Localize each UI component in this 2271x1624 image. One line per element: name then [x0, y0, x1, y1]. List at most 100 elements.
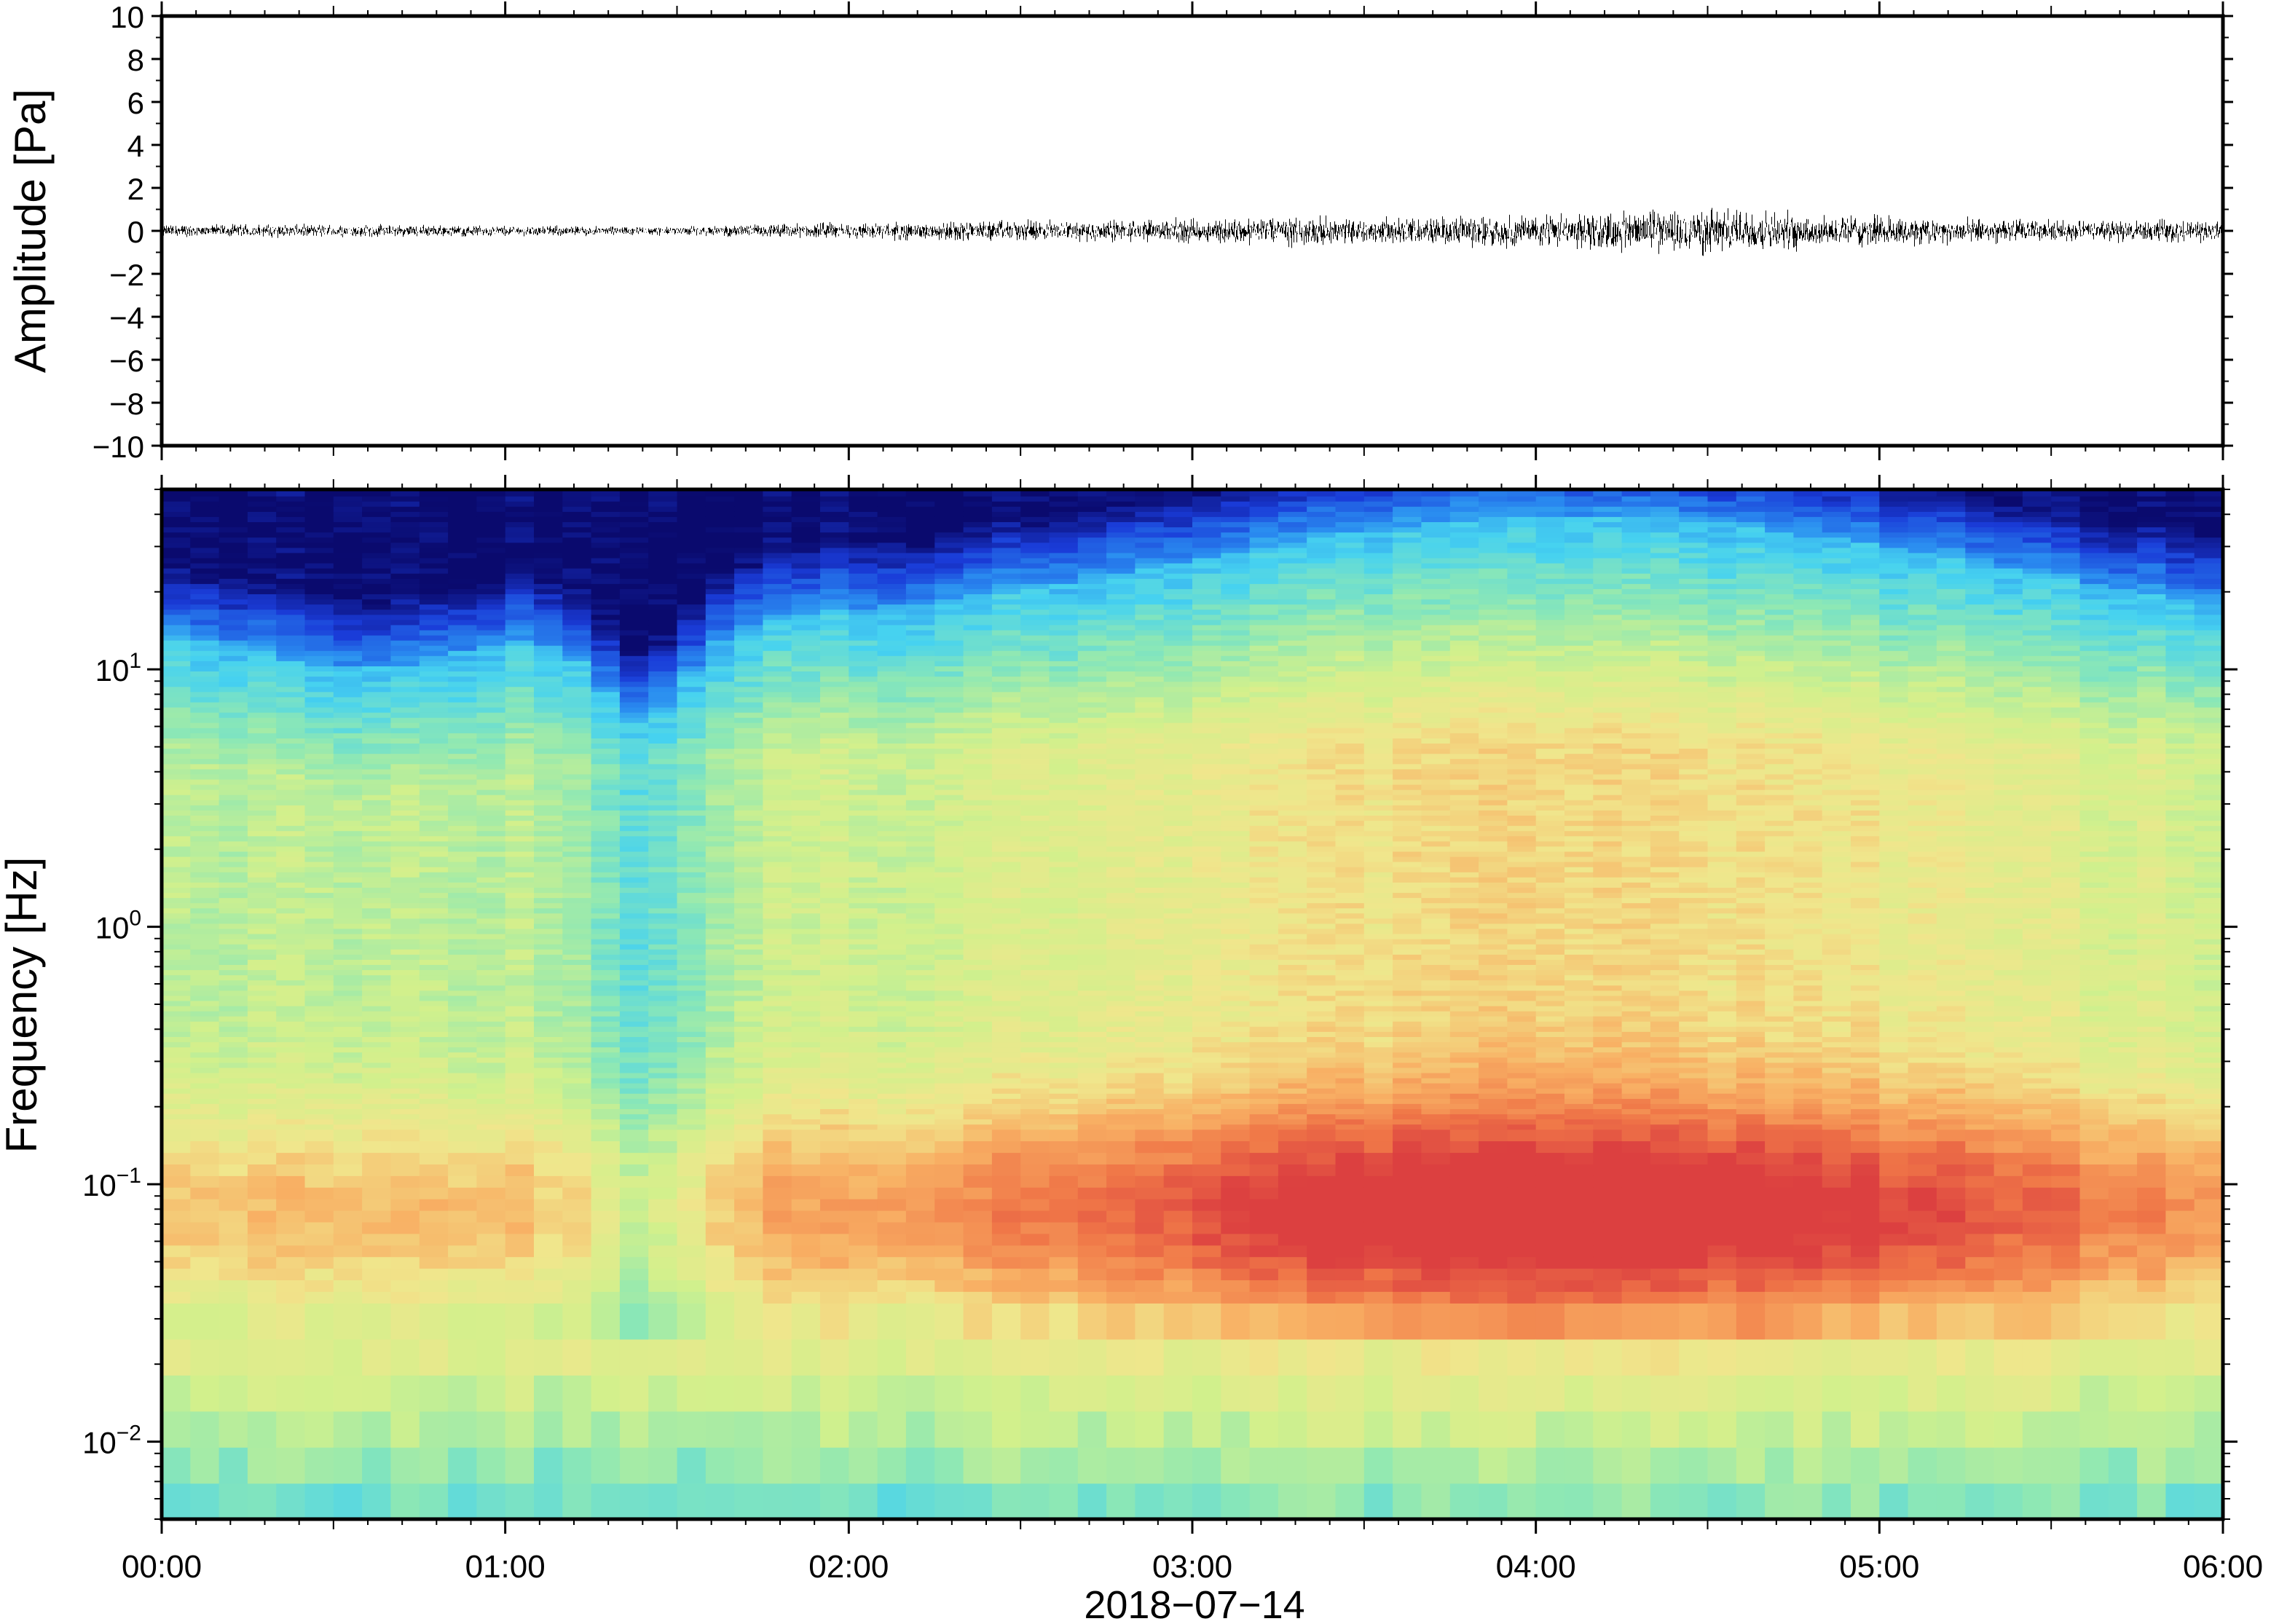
spectrogram-cell	[448, 594, 478, 600]
spectrogram-cell	[648, 495, 678, 502]
spectrogram-cell	[877, 1124, 907, 1130]
spectrogram-cell	[390, 650, 420, 656]
spectrogram-cell	[677, 990, 707, 996]
spectrogram-cell	[419, 1067, 449, 1073]
spectrogram-cell	[877, 974, 907, 981]
spectrogram-cell	[1077, 1057, 1107, 1063]
spectrogram-cell	[562, 871, 592, 878]
spectrogram-cell	[734, 887, 764, 894]
spectrogram-cell	[362, 738, 392, 744]
spectrogram-cell	[390, 537, 420, 543]
spectrogram-cell	[963, 490, 993, 497]
spectrogram-cell	[1049, 1087, 1079, 1094]
spectrogram-cell	[934, 686, 964, 693]
spectrogram-cell	[591, 1339, 621, 1376]
spectrogram-cell	[448, 624, 478, 631]
spectrogram-cell	[505, 1256, 535, 1269]
spectrogram-cell	[619, 758, 649, 765]
spectrogram-cell	[505, 594, 535, 600]
spectrogram-cell	[333, 1140, 363, 1154]
spectrogram-cell	[562, 1245, 592, 1258]
spectrogram-cell	[791, 1087, 821, 1094]
spectrogram-cell	[1020, 887, 1050, 894]
spectrogram-cell	[591, 1072, 621, 1079]
spectrogram-cell	[476, 1375, 506, 1412]
spectrogram-cell	[562, 866, 592, 872]
spectrogram-cell	[648, 835, 678, 842]
spectrogram-cell	[448, 542, 478, 548]
spectrogram-cell	[820, 928, 850, 934]
spectrogram-cell	[677, 1000, 707, 1006]
spectrogram-cell	[419, 1268, 449, 1280]
spectrogram-cell	[648, 1245, 678, 1258]
spectrogram-cell	[934, 912, 964, 919]
spectrogram-cell	[1020, 691, 1050, 698]
spectrogram-cell	[763, 1010, 792, 1017]
spectrogram-cell	[705, 1098, 735, 1104]
spectrogram-cell	[476, 1046, 506, 1053]
spectrogram-cell	[1049, 1098, 1079, 1104]
spectrogram-cell	[791, 1036, 821, 1043]
spectrogram-cell	[476, 1113, 506, 1120]
spectrogram-cell	[419, 696, 449, 703]
spectrogram-cell	[1020, 1221, 1050, 1234]
spectrogram-cell	[476, 810, 506, 816]
spectrogram-cell	[1049, 1062, 1079, 1068]
spectrogram-cell	[591, 856, 621, 862]
spectrogram-cell	[419, 495, 449, 502]
spectrogram-cell	[1020, 753, 1050, 760]
spectrogram-cell	[619, 892, 649, 899]
spectrogram-cell	[162, 954, 192, 960]
spectrogram-cell	[791, 902, 821, 909]
spectrogram-cell	[333, 892, 363, 899]
spectrogram-cell	[705, 1375, 735, 1412]
spectrogram-cell	[476, 773, 506, 780]
spectrogram-cell	[1049, 1113, 1079, 1120]
spectrogram-cell	[791, 572, 821, 579]
spectrogram-cell	[534, 1164, 564, 1176]
spectrogram-cell	[877, 506, 907, 512]
spectrogram-cell	[333, 604, 363, 610]
spectrogram-cell	[705, 666, 735, 671]
spectrogram-cell	[162, 1103, 192, 1109]
spectrogram-cell	[562, 907, 592, 914]
spectrogram-cell	[304, 1093, 334, 1099]
spectrogram-cell	[362, 784, 392, 790]
spectrogram-cell	[219, 928, 248, 934]
spectrogram-cell	[849, 1187, 878, 1199]
spectrogram-cell	[333, 634, 363, 641]
spectrogram-cell	[763, 666, 792, 671]
spectrogram-cell	[877, 490, 907, 497]
spectrogram-cell	[677, 1015, 707, 1022]
spectrogram-cell	[362, 671, 392, 677]
waveform-y-tick-label: −8	[109, 387, 144, 421]
spectrogram-cell	[534, 532, 564, 538]
spectrogram-cell	[390, 990, 420, 996]
spectrogram-cell	[390, 882, 420, 888]
spectrogram-cell	[219, 1210, 248, 1223]
spectrogram-cell	[333, 500, 363, 507]
spectrogram-cell	[190, 1245, 220, 1258]
spectrogram-cell	[963, 840, 993, 847]
spectrogram-cell	[247, 1411, 277, 1448]
spectrogram-cell	[849, 594, 878, 600]
spectrogram-cell	[905, 696, 935, 703]
spectrogram-cell	[963, 866, 993, 872]
spectrogram-cell	[877, 1021, 907, 1027]
spectrogram-cell	[991, 1041, 1021, 1048]
spectrogram-cell	[648, 882, 678, 888]
waveform-y-axis-title: Amplitude [Pa]	[6, 89, 55, 373]
spectrogram-cell	[476, 1175, 506, 1188]
spectrogram-cell	[219, 542, 248, 548]
spectrogram-cell	[734, 845, 764, 852]
spectrogram-cell	[1077, 800, 1107, 805]
spectrogram-cell	[219, 567, 248, 574]
spectrogram-cell	[505, 897, 535, 904]
spectrogram-cell	[934, 1098, 964, 1104]
spectrogram-cell	[820, 1046, 850, 1053]
spectrogram-cell	[562, 500, 592, 507]
spectrogram-cell	[1020, 722, 1050, 728]
spectrogram-cell	[934, 845, 964, 852]
spectrogram-cell	[791, 1062, 821, 1068]
spectrogram-cell	[534, 743, 564, 749]
